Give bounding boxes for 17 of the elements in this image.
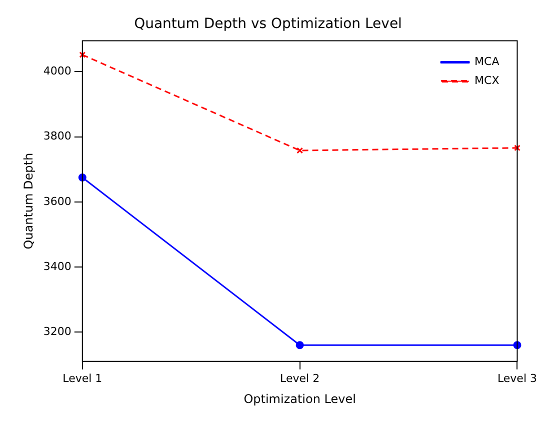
y-axis-title: Quantum Depth xyxy=(21,152,36,250)
x-tick-label: Level 2 xyxy=(280,372,320,385)
y-tick-label: 4000 xyxy=(43,64,72,78)
x-axis-title: Optimization Level xyxy=(244,392,356,406)
chart-title: Quantum Depth vs Optimization Level xyxy=(134,16,402,32)
legend-label: MCX xyxy=(474,74,500,88)
x-tick-label: Level 1 xyxy=(62,372,102,385)
y-tick-label: 3200 xyxy=(43,324,72,338)
point xyxy=(296,147,304,154)
y-tick-label: 3800 xyxy=(43,130,72,143)
point xyxy=(514,144,520,152)
y-tick-label: 3400 xyxy=(43,260,72,273)
point xyxy=(296,341,304,350)
y-tick-label: 3600 xyxy=(43,194,72,208)
legend-label: MCA xyxy=(474,55,500,68)
x-tick-label: Level 3 xyxy=(497,372,537,385)
point xyxy=(79,52,86,58)
